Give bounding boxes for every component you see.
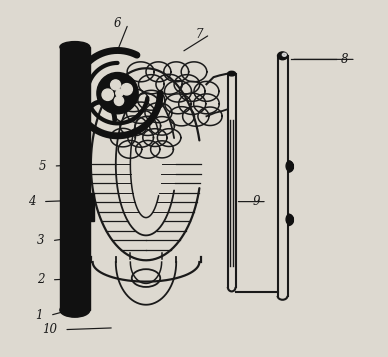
- Circle shape: [97, 72, 138, 114]
- Circle shape: [111, 80, 121, 90]
- Circle shape: [114, 96, 124, 105]
- Ellipse shape: [286, 215, 293, 224]
- Text: 3: 3: [37, 234, 45, 247]
- Ellipse shape: [60, 303, 90, 317]
- Polygon shape: [60, 47, 94, 310]
- Circle shape: [121, 84, 132, 95]
- Text: 7: 7: [196, 28, 203, 41]
- Circle shape: [116, 90, 123, 97]
- Text: 9: 9: [252, 195, 260, 208]
- Ellipse shape: [277, 52, 288, 60]
- Text: 4: 4: [28, 195, 36, 208]
- Circle shape: [102, 89, 113, 100]
- Ellipse shape: [282, 53, 286, 56]
- Text: 1: 1: [35, 309, 43, 322]
- Text: 2: 2: [37, 273, 45, 286]
- Text: 6: 6: [114, 17, 121, 30]
- Ellipse shape: [228, 71, 236, 76]
- Text: 8: 8: [341, 53, 349, 66]
- Text: 5: 5: [39, 160, 47, 172]
- Ellipse shape: [286, 161, 293, 171]
- Ellipse shape: [60, 41, 90, 52]
- Text: 10: 10: [42, 323, 57, 336]
